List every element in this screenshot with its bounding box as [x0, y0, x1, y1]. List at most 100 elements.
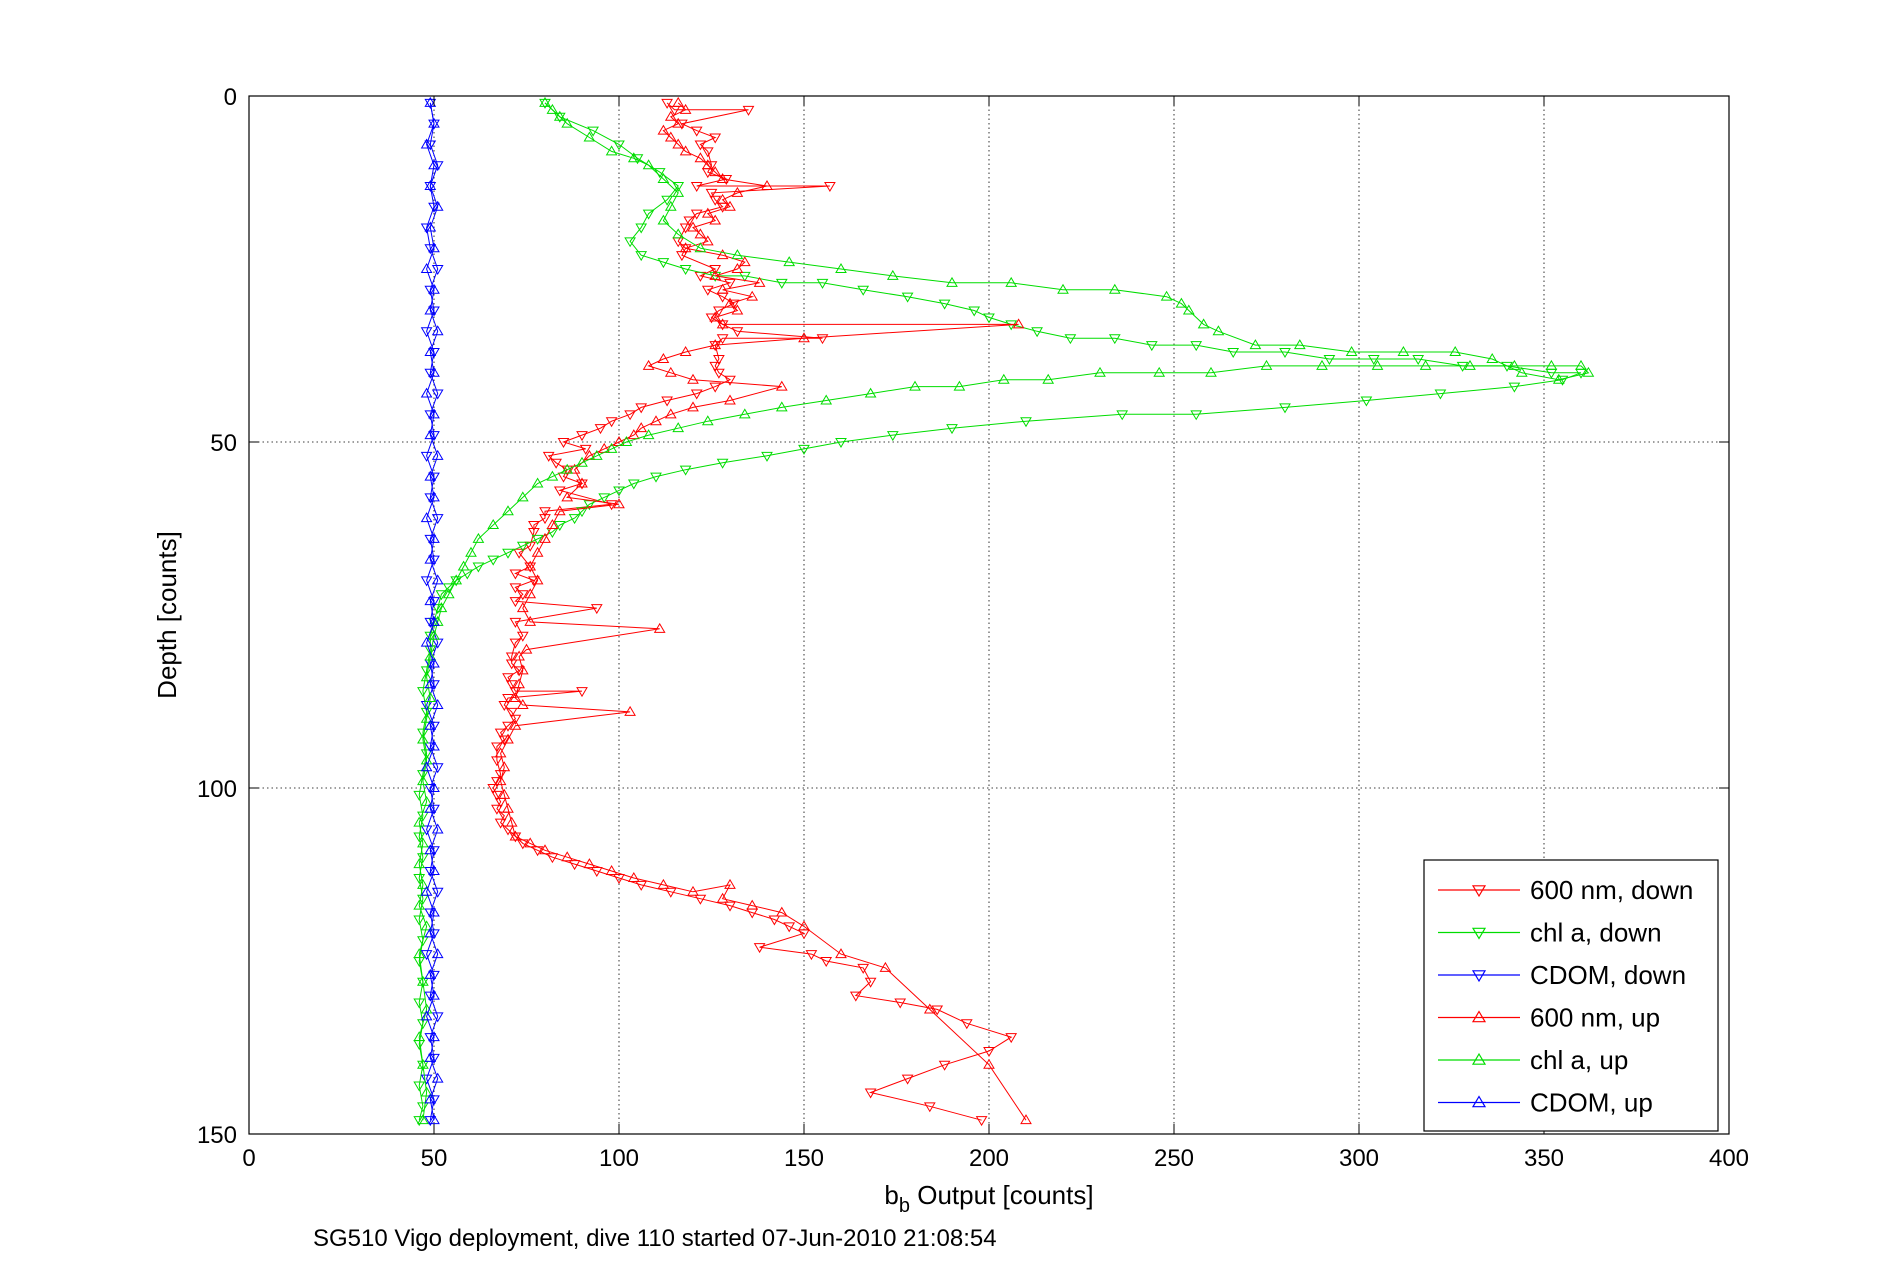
data-point: [624, 410, 636, 421]
data-series: [413, 96, 1595, 1127]
legend-item: chl a, up: [1438, 1045, 1628, 1075]
data-point: [857, 963, 870, 974]
data-point: [864, 1088, 877, 1099]
data-point: [424, 98, 437, 109]
data-point: [417, 1114, 429, 1125]
data-point: [687, 373, 699, 384]
data-point: [783, 256, 796, 267]
legend-item: chl a, down: [1438, 918, 1662, 948]
data-point: [923, 1102, 936, 1113]
data-point: [701, 235, 714, 246]
data-point: [1556, 375, 1569, 386]
data-point: [424, 140, 437, 151]
data-point: [561, 851, 574, 862]
data-point: [546, 853, 559, 864]
data-point: [690, 126, 703, 137]
data-point: [1316, 359, 1328, 370]
data-point: [420, 671, 433, 682]
data-point: [546, 470, 559, 481]
data-point: [690, 181, 703, 192]
data-point: [716, 320, 729, 331]
data-point: [938, 299, 951, 310]
data-point: [516, 491, 529, 502]
data-point: [424, 991, 437, 1002]
legend-marker-swatch: [1471, 1010, 1487, 1023]
data-point: [576, 477, 588, 488]
data-point: [731, 263, 744, 273]
data-point: [1205, 366, 1217, 377]
data-point: [661, 396, 673, 407]
legend-marker-swatch: [1471, 885, 1487, 898]
data-point: [1182, 304, 1195, 315]
series-0: [487, 98, 1018, 1127]
data-point: [724, 375, 736, 386]
data-point: [672, 96, 685, 107]
data-point: [642, 359, 655, 370]
axis-ticks: 0 50 100 150 200 250 300 350 400 0 50 100 150: [197, 84, 1749, 1172]
data-point: [676, 119, 688, 130]
data-point: [1397, 346, 1410, 357]
data-point: [816, 278, 829, 289]
data-point: [627, 152, 640, 163]
data-point: [664, 131, 677, 142]
data-point: [424, 908, 437, 919]
legend-label: 600 nm, down: [1530, 875, 1693, 905]
data-point: [417, 936, 429, 947]
data-point: [690, 209, 703, 220]
data-point: [590, 449, 603, 460]
data-point: [613, 498, 625, 509]
data-point: [1371, 359, 1384, 370]
data-point: [642, 429, 655, 440]
data-point: [690, 389, 703, 400]
data-point: [553, 486, 566, 497]
data-point: [424, 410, 437, 421]
series-line: [418, 102, 1590, 1121]
data-point: [420, 223, 433, 234]
data-point: [738, 271, 751, 282]
data-point: [946, 424, 958, 435]
data-point: [502, 721, 514, 732]
series-line: [492, 102, 1013, 1121]
data-point: [679, 265, 692, 275]
data-point: [664, 887, 677, 898]
legend-item: CDOM, down: [1438, 960, 1686, 990]
data-point: [516, 602, 529, 613]
data-point: [864, 977, 877, 988]
data-point: [1249, 339, 1262, 350]
data-point: [672, 228, 685, 239]
data-point: [635, 223, 648, 234]
data-point: [417, 837, 429, 848]
data-point: [424, 968, 437, 979]
data-point: [431, 265, 444, 275]
data-point: [424, 742, 437, 753]
data-point: [731, 327, 744, 338]
data-point: [528, 527, 540, 538]
data-point: [1434, 389, 1447, 400]
data-point: [431, 604, 444, 615]
data-point: [835, 948, 847, 959]
data-point: [849, 991, 862, 1002]
data-point: [1064, 334, 1077, 345]
data-point: [635, 422, 648, 433]
data-point: [428, 804, 440, 815]
legend-item: 600 nm, down: [1438, 875, 1693, 905]
data-point: [1456, 361, 1469, 372]
data-point: [713, 368, 725, 379]
data-point: [417, 733, 429, 744]
data-point: [713, 306, 725, 317]
data-point: [413, 915, 426, 926]
data-point: [1279, 348, 1291, 359]
data-point: [424, 595, 437, 606]
data-point: [716, 318, 729, 329]
data-point: [657, 124, 670, 135]
data-point: [420, 666, 433, 677]
data-point: [428, 306, 440, 317]
data-point: [576, 687, 588, 698]
data-point: [598, 493, 611, 504]
data-point: [424, 179, 437, 190]
data-point: [505, 816, 518, 827]
data-point: [487, 519, 500, 530]
data-point: [413, 1116, 426, 1127]
data-point: [672, 422, 685, 433]
